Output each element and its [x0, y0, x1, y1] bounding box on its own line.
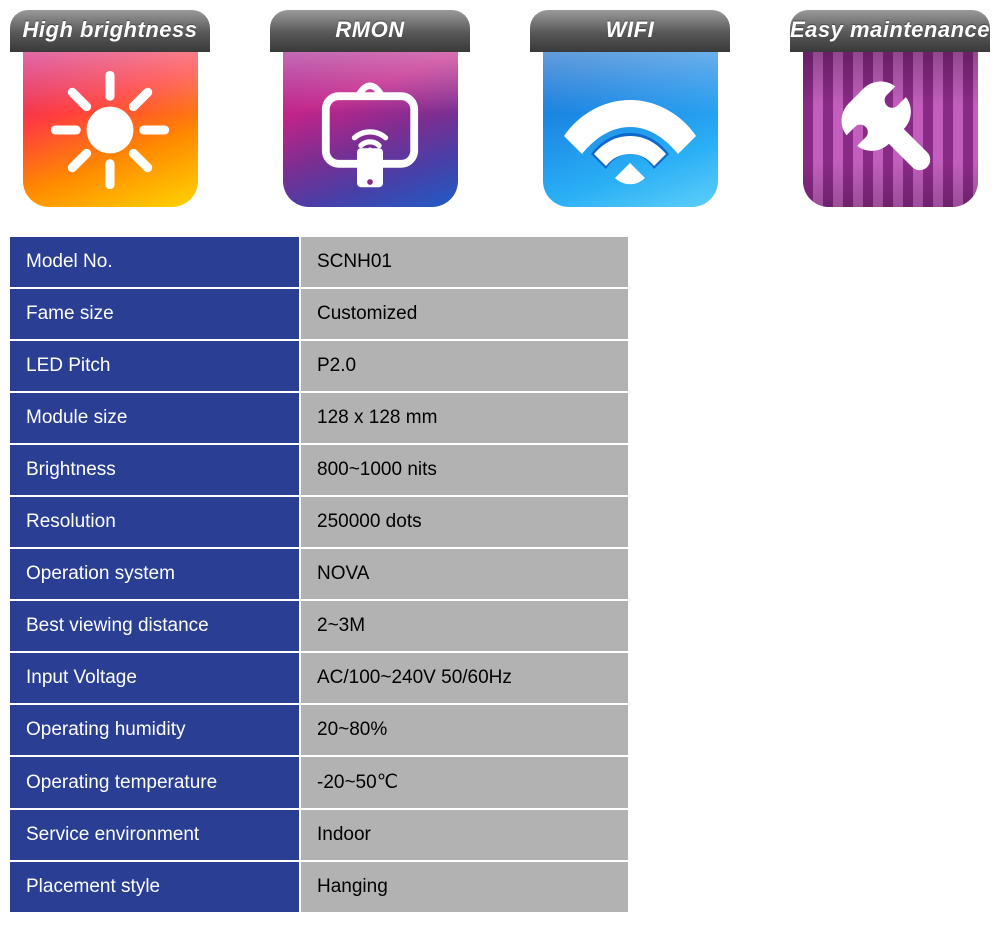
table-row: Brightness800~1000 nits [10, 444, 629, 496]
badge-cap: WIFI [530, 10, 730, 52]
spec-key: Operating temperature [10, 756, 300, 809]
spec-value: -20~50℃ [300, 756, 629, 809]
spec-table: Model No.SCNH01Fame sizeCustomizedLED Pi… [10, 237, 630, 914]
cast-icon [305, 65, 435, 195]
spec-key: Operation system [10, 548, 300, 600]
table-row: Fame sizeCustomized [10, 288, 629, 340]
feature-badge-row: High brightness RMON [0, 0, 1000, 237]
spec-value: 2~3M [300, 600, 629, 652]
spec-value: 800~1000 nits [300, 444, 629, 496]
table-row: Module size128 x 128 mm [10, 392, 629, 444]
sun-icon [45, 65, 175, 195]
badge-brightness: High brightness [10, 10, 210, 207]
spec-key: LED Pitch [10, 340, 300, 392]
table-row: Operating humidity20~80% [10, 704, 629, 756]
spec-value: SCNH01 [300, 237, 629, 288]
spec-value: 128 x 128 mm [300, 392, 629, 444]
table-row: Operating temperature-20~50℃ [10, 756, 629, 809]
badge-cap: High brightness [10, 10, 210, 52]
spec-key: Resolution [10, 496, 300, 548]
badge-maintenance: Easy maintenance [790, 10, 990, 207]
spec-key: Module size [10, 392, 300, 444]
table-row: LED PitchP2.0 [10, 340, 629, 392]
badge-body [803, 52, 978, 207]
wrench-icon [815, 55, 965, 205]
spec-value: Hanging [300, 861, 629, 913]
spec-key: Service environment [10, 809, 300, 861]
spec-key: Fame size [10, 288, 300, 340]
spec-value: Customized [300, 288, 629, 340]
table-row: Service environmentIndoor [10, 809, 629, 861]
spec-value: NOVA [300, 548, 629, 600]
spec-key: Operating humidity [10, 704, 300, 756]
table-row: Model No.SCNH01 [10, 237, 629, 288]
spec-key: Best viewing distance [10, 600, 300, 652]
spec-key: Input Voltage [10, 652, 300, 704]
spec-value: AC/100~240V 50/60Hz [300, 652, 629, 704]
spec-value: Indoor [300, 809, 629, 861]
badge-cap: Easy maintenance [790, 10, 990, 52]
badge-body [283, 52, 458, 207]
table-row: Operation systemNOVA [10, 548, 629, 600]
wifi-icon [555, 55, 705, 205]
spec-value: P2.0 [300, 340, 629, 392]
spec-key: Brightness [10, 444, 300, 496]
badge-body [543, 52, 718, 207]
badge-body [23, 52, 198, 207]
spec-value: 20~80% [300, 704, 629, 756]
table-row: Placement styleHanging [10, 861, 629, 913]
badge-rmon: RMON [270, 10, 470, 207]
table-row: Best viewing distance2~3M [10, 600, 629, 652]
spec-key: Placement style [10, 861, 300, 913]
spec-key: Model No. [10, 237, 300, 288]
spec-value: 250000 dots [300, 496, 629, 548]
table-row: Resolution250000 dots [10, 496, 629, 548]
table-row: Input VoltageAC/100~240V 50/60Hz [10, 652, 629, 704]
badge-cap: RMON [270, 10, 470, 52]
badge-wifi: WIFI [530, 10, 730, 207]
